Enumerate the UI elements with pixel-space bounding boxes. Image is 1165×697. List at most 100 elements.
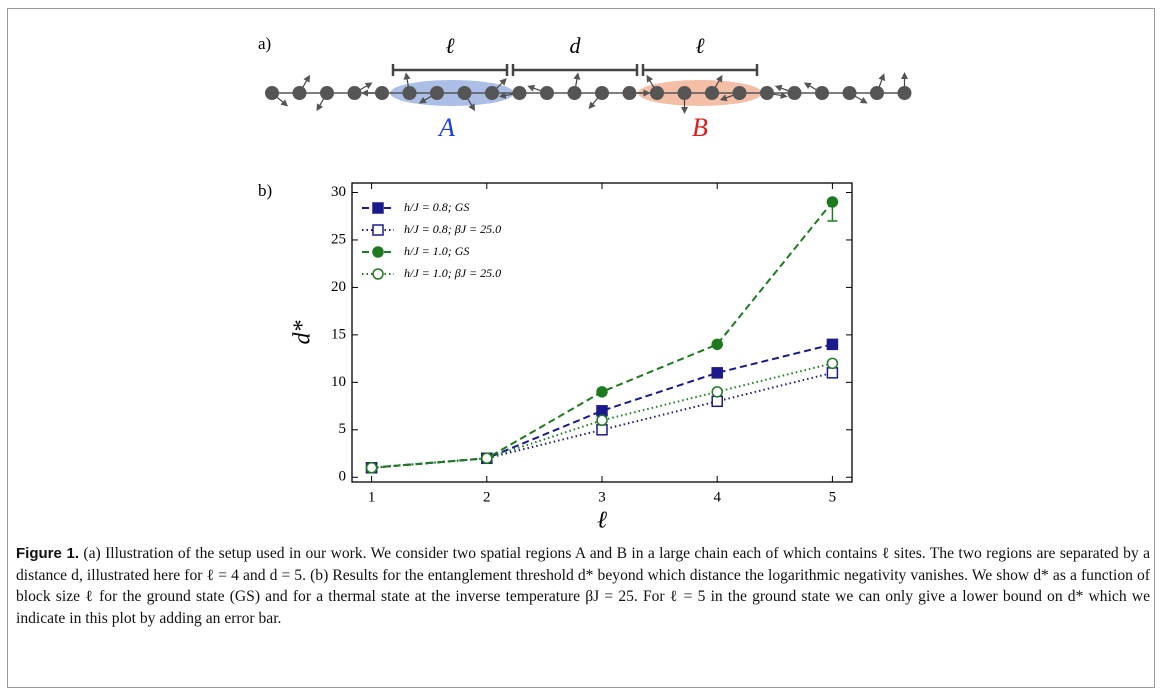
- spin-site: [430, 86, 444, 100]
- marker: [826, 357, 839, 370]
- figure-frame: [7, 8, 1155, 688]
- legend-marker: [372, 268, 384, 280]
- spin-site: [512, 86, 527, 100]
- legend-marker: [372, 202, 384, 214]
- spin-site: [457, 86, 472, 100]
- marker: [826, 338, 839, 351]
- spin-arrowhead: [715, 74, 723, 83]
- marker: [826, 196, 839, 208]
- spin-chain-diagram: ℓ d ℓ A B: [265, 33, 912, 142]
- spin-arrowhead: [774, 84, 783, 92]
- spin-arrowhead: [901, 72, 908, 79]
- marker: [596, 424, 608, 436]
- y-tick-label: 5: [339, 421, 347, 437]
- spin-arrowhead: [364, 82, 373, 90]
- y-axis-label: d*: [290, 321, 316, 345]
- legend-label: h/J = 1.0; βJ = 25.0: [404, 266, 501, 280]
- spin-arrowhead: [719, 94, 728, 102]
- legend-marker: [372, 246, 384, 258]
- spin-site: [760, 86, 774, 100]
- spin-site: [320, 86, 334, 100]
- spin-site: [540, 86, 554, 100]
- spin-site: [705, 86, 719, 100]
- spin-arrowhead: [361, 89, 368, 97]
- y-tick-label: 20: [331, 279, 346, 295]
- spin-site: [265, 86, 279, 100]
- panel-label: a): [258, 34, 271, 53]
- spin-site: [677, 86, 692, 100]
- marker: [596, 405, 608, 417]
- spin-site: [485, 86, 499, 100]
- spin-site: [842, 86, 857, 100]
- spin-arrowhead: [803, 82, 812, 90]
- marker: [711, 386, 723, 398]
- block-label: ℓ: [695, 33, 705, 58]
- block-label: ℓ: [445, 33, 455, 58]
- region-label: B: [692, 113, 708, 142]
- spin-arrowhead: [418, 96, 427, 104]
- marker: [596, 414, 608, 427]
- legend-marker: [372, 224, 384, 236]
- block-label: d: [570, 33, 582, 58]
- spin-site: [347, 86, 362, 100]
- x-tick-label: 5: [829, 489, 837, 505]
- marker: [481, 452, 493, 465]
- spin-site: [595, 86, 609, 100]
- figure: a) b) ℓ d ℓ A B 1 2 3 4 5 0 5 10 15 20 25 30 ℓ d* h/J …: [258, 33, 912, 534]
- spin-arrowhead: [878, 73, 886, 82]
- y-tick-label: 25: [331, 231, 346, 247]
- spin-site: [622, 86, 637, 100]
- spin-arrowhead: [498, 91, 507, 99]
- marker: [596, 386, 608, 398]
- y-tick-label: 15: [331, 326, 346, 342]
- x-tick-label: 3: [598, 489, 606, 505]
- spin-arrowhead: [316, 103, 324, 112]
- spin-arrowhead: [403, 72, 411, 80]
- spin-site: [870, 86, 884, 100]
- caption: Figure 1. (a) Illustration of the setup …: [16, 543, 1150, 629]
- caption-label: Figure 1.: [16, 545, 79, 562]
- legend-label: h/J = 0.8; βJ = 25.0: [404, 222, 501, 236]
- marker: [711, 367, 723, 379]
- marker: [826, 367, 839, 379]
- legend-label: h/J = 1.0; GS: [404, 244, 469, 258]
- series-line: [371, 362, 833, 469]
- marker: [711, 338, 723, 351]
- y-tick-label: 0: [339, 469, 347, 485]
- caption-text: (a) Illustration of the setup used in ou…: [16, 545, 1151, 627]
- spin-site: [567, 86, 582, 100]
- region-label: A: [437, 113, 455, 142]
- spin-arrowhead: [527, 84, 536, 92]
- x-tick-label: 1: [368, 489, 376, 505]
- spin-site: [292, 86, 307, 100]
- spin-arrowhead: [681, 107, 688, 114]
- x-axis-label: ℓ: [597, 508, 607, 534]
- spin-arrowhead: [859, 96, 868, 104]
- spin-site: [650, 86, 664, 100]
- spin-arrowhead: [643, 89, 651, 97]
- spin-site: [815, 86, 829, 100]
- spin-arrowhead: [303, 74, 310, 83]
- spin-site: [897, 86, 912, 100]
- spin-arrowhead: [468, 103, 475, 112]
- spin-arrowhead: [588, 101, 596, 110]
- marker: [365, 462, 378, 474]
- spin-arrowhead: [499, 78, 507, 86]
- spin-arrowhead: [280, 99, 289, 107]
- spin-arrowhead: [780, 91, 788, 99]
- spin-site: [402, 86, 417, 100]
- panel-label: b): [258, 181, 272, 200]
- marker: [711, 395, 723, 408]
- brackets: [391, 64, 759, 76]
- y-tick-label: 30: [331, 184, 346, 200]
- y-tick-label: 10: [331, 374, 346, 390]
- x-tick-label: 4: [713, 489, 721, 505]
- spin-site: [732, 86, 747, 100]
- spin-arrowhead: [646, 74, 654, 83]
- spin-site: [375, 86, 389, 100]
- legend-label: h/J = 0.8; GS: [404, 200, 469, 214]
- spin-site: [787, 86, 802, 100]
- x-tick-label: 2: [483, 489, 491, 505]
- spin-arrowhead: [573, 72, 581, 80]
